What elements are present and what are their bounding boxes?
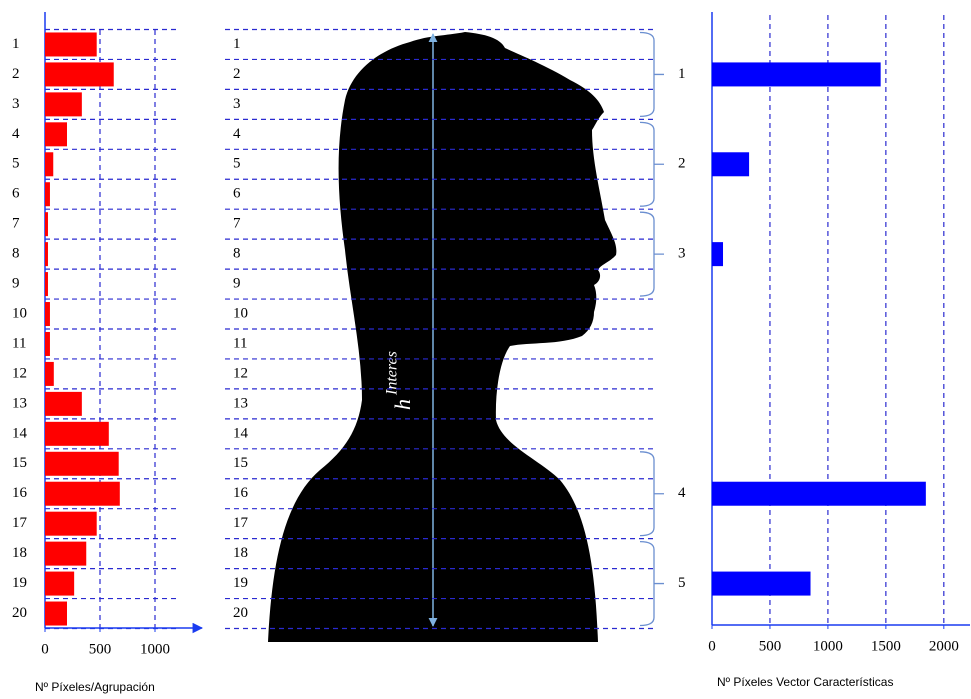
bar [45, 122, 67, 146]
category-label: 11 [12, 335, 26, 351]
x-tick-label: 1000 [813, 638, 843, 654]
bar [45, 242, 48, 266]
bar [45, 482, 120, 506]
x-axis-title: Nº Píxeles Vector Características [717, 675, 893, 689]
category-label: 2 [678, 156, 686, 172]
row-label: 19 [233, 575, 248, 591]
category-label: 17 [12, 515, 28, 531]
bar [45, 452, 119, 476]
bar [45, 392, 82, 416]
row-label: 12 [233, 365, 248, 381]
bar [45, 422, 109, 446]
row-label: 14 [233, 425, 249, 441]
x-tick-label: 500 [89, 641, 112, 657]
bar [45, 272, 48, 296]
category-label: 2 [12, 66, 20, 82]
category-label: 8 [12, 246, 20, 262]
category-label: 1 [678, 66, 686, 82]
row-label: 2 [233, 66, 241, 82]
category-label: 9 [12, 276, 20, 292]
height-symbol: h [390, 399, 415, 410]
category-label: 10 [12, 305, 27, 321]
category-label: 14 [12, 425, 28, 441]
bar [45, 32, 97, 56]
category-label: 7 [12, 216, 20, 232]
row-label: 17 [233, 515, 249, 531]
figure: h Interes Nº Píxeles/Agrupación Nº Píxel… [0, 0, 971, 699]
category-label: 4 [12, 126, 20, 142]
bar [45, 92, 82, 116]
x-tick-label: 1000 [140, 641, 170, 657]
row-label: 10 [233, 305, 248, 321]
x-tick-label: 0 [708, 638, 716, 654]
bar [45, 602, 67, 626]
category-label: 18 [12, 545, 27, 561]
bar [45, 182, 50, 206]
bar [45, 512, 97, 536]
x-tick-label: 0 [41, 641, 49, 657]
bar [45, 302, 50, 326]
bar [45, 212, 48, 236]
row-label: 16 [233, 485, 249, 501]
bar [45, 542, 86, 566]
bar [45, 332, 50, 356]
row-label: 15 [233, 455, 248, 471]
x-tick-label: 500 [759, 638, 782, 654]
row-label: 11 [233, 335, 247, 351]
category-label: 5 [12, 156, 20, 172]
group-bracket [640, 122, 664, 206]
category-label: 16 [12, 485, 28, 501]
category-label: 3 [678, 246, 686, 262]
row-label: 3 [233, 96, 241, 112]
x-tick-label: 1500 [871, 638, 901, 654]
group-bracket [640, 33, 664, 117]
bar [45, 572, 74, 596]
row-label: 6 [233, 186, 241, 202]
x-tick-label: 2000 [929, 638, 959, 654]
row-label: 4 [233, 126, 241, 142]
row-label: 5 [233, 156, 241, 172]
row-label: 7 [233, 216, 241, 232]
silhouette [268, 32, 616, 642]
row-label: 20 [233, 605, 248, 621]
bar [712, 482, 926, 506]
category-label: 13 [12, 395, 27, 411]
row-label: 1 [233, 36, 241, 52]
bar [712, 62, 881, 86]
row-label: 8 [233, 246, 241, 262]
row-label: 9 [233, 276, 241, 292]
category-label: 19 [12, 575, 27, 591]
bar [712, 572, 811, 596]
bar [45, 152, 53, 176]
category-label: 6 [12, 186, 20, 202]
bar [45, 62, 114, 86]
row-label: 18 [233, 545, 248, 561]
category-label: 20 [12, 605, 27, 621]
bar [45, 362, 54, 386]
bar [712, 242, 723, 266]
group-bracket [640, 542, 664, 626]
category-label: 5 [678, 575, 686, 591]
category-label: 3 [12, 96, 20, 112]
group-bracket [640, 452, 664, 536]
category-label: 1 [12, 36, 20, 52]
category-label: 12 [12, 365, 27, 381]
bar [712, 152, 749, 176]
x-axis-title: Nº Píxeles/Agrupación [35, 680, 155, 694]
category-label: 4 [678, 485, 686, 501]
category-label: 15 [12, 455, 27, 471]
row-label: 13 [233, 395, 248, 411]
group-bracket [640, 212, 664, 296]
